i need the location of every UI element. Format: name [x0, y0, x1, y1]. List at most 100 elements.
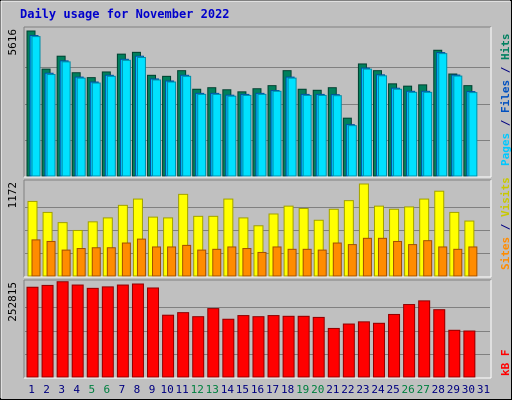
bar-sites-5 [91, 247, 101, 277]
bar-kbf-22 [342, 323, 355, 378]
bar-kbf-11 [177, 312, 190, 378]
bar-sites-13 [212, 248, 222, 277]
x-tick-label-2: 2 [43, 383, 50, 396]
bar-kbf-1 [26, 286, 39, 378]
bar-pages-14 [227, 95, 237, 177]
bar-pages-1 [31, 36, 41, 177]
bar-kbf-5 [86, 287, 99, 378]
bar-pages-12 [197, 93, 207, 177]
bar-sites-22 [347, 244, 357, 277]
bar-pages-5 [91, 82, 101, 177]
bar-pages-18 [287, 77, 297, 177]
x-tick-label-5: 5 [88, 383, 95, 396]
bar-pages-2 [46, 74, 56, 177]
bar-kbf-27 [418, 300, 431, 378]
bar-sites-29 [453, 248, 463, 277]
bar-pages-7 [121, 59, 131, 177]
bar-sites-9 [152, 246, 162, 277]
bar-pages-27 [423, 91, 433, 177]
bar-sites-12 [197, 249, 207, 277]
bar-kbf-26 [403, 304, 416, 378]
bar-sites-11 [182, 244, 192, 277]
x-tick-label-12: 12 [191, 383, 204, 396]
x-tick-label-8: 8 [134, 383, 141, 396]
x-tick-label-16: 16 [251, 383, 264, 396]
x-tick-label-18: 18 [281, 383, 294, 396]
x-tick-label-26: 26 [402, 383, 415, 396]
bar-kbf-9 [147, 287, 160, 378]
bar-pages-21 [332, 95, 342, 177]
bar-pages-4 [76, 77, 86, 177]
bar-sites-19 [302, 248, 312, 277]
bar-pages-13 [212, 93, 222, 177]
bar-kbf-3 [56, 281, 69, 378]
x-tick-label-21: 21 [326, 383, 339, 396]
bar-pages-17 [272, 90, 282, 177]
bar-kbf-28 [433, 309, 446, 378]
bar-sites-10 [167, 246, 177, 277]
bar-sites-18 [287, 248, 297, 277]
bar-sites-27 [423, 240, 433, 277]
bar-pages-3 [61, 61, 71, 177]
bar-kbf-6 [101, 286, 114, 378]
bar-kbf-13 [207, 308, 220, 378]
bar-sites-1 [31, 239, 41, 277]
x-tick-label-25: 25 [386, 383, 399, 396]
bar-kbf-14 [222, 318, 235, 378]
bar-sites-3 [61, 249, 71, 277]
bar-kbf-17 [267, 315, 280, 378]
x-tick-label-27: 27 [417, 383, 430, 396]
bar-pages-10 [167, 81, 177, 177]
bar-pages-28 [438, 53, 448, 177]
x-tick-label-30: 30 [462, 383, 475, 396]
bar-sites-6 [106, 247, 116, 277]
bar-pages-20 [317, 94, 327, 177]
x-tick-label-13: 13 [206, 383, 219, 396]
bar-kbf-7 [116, 284, 129, 378]
x-tick-label-4: 4 [73, 383, 80, 396]
bar-sites-24 [377, 237, 387, 277]
bar-sites-28 [438, 246, 448, 277]
x-tick-label-11: 11 [176, 383, 189, 396]
x-tick-label-7: 7 [119, 383, 126, 396]
x-tick-label-1: 1 [28, 383, 35, 396]
bar-sites-21 [332, 242, 342, 277]
chart-title: Daily usage for November 2022 [20, 7, 230, 21]
bar-pages-8 [136, 56, 146, 177]
x-tick-label-20: 20 [311, 383, 324, 396]
max-label-top: 5616 [6, 29, 19, 56]
x-tick-label-28: 28 [432, 383, 445, 396]
bar-pages-6 [106, 75, 116, 177]
x-tick-label-6: 6 [104, 383, 111, 396]
bar-sites-25 [393, 240, 403, 277]
bar-pages-25 [393, 88, 403, 177]
bar-kbf-25 [388, 313, 401, 378]
bar-kbf-20 [312, 316, 325, 378]
x-tick-label-15: 15 [236, 383, 249, 396]
bar-pages-16 [257, 93, 267, 177]
bar-kbf-16 [252, 316, 265, 378]
x-tick-label-22: 22 [341, 383, 354, 396]
x-tick-label-23: 23 [356, 383, 369, 396]
bar-sites-20 [317, 249, 327, 277]
bar-kbf-10 [162, 314, 175, 378]
x-tick-label-14: 14 [221, 383, 235, 396]
x-tick-label-29: 29 [447, 383, 460, 396]
max-label-bottom: 252815 [6, 282, 19, 322]
bar-sites-7 [121, 242, 131, 277]
bar-pages-26 [408, 91, 418, 177]
bar-pages-11 [182, 75, 192, 177]
bar-kbf-24 [372, 322, 385, 378]
x-tick-label-10: 10 [160, 383, 173, 396]
bar-sites-14 [227, 246, 237, 277]
bar-kbf-29 [448, 329, 461, 378]
bar-sites-23 [362, 237, 372, 277]
bar-pages-19 [302, 94, 312, 177]
bar-pages-9 [152, 79, 162, 177]
bar-kbf-19 [297, 315, 310, 378]
bar-kbf-12 [192, 316, 205, 378]
bar-sites-4 [76, 248, 86, 277]
x-tick-label-24: 24 [371, 383, 385, 396]
x-tick-label-17: 17 [266, 383, 279, 396]
